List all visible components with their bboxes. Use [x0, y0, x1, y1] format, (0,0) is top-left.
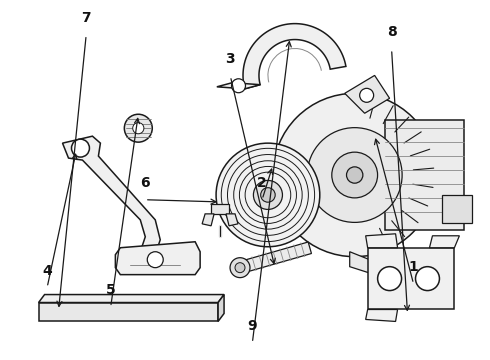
Text: 6: 6 [140, 176, 149, 190]
Circle shape [133, 123, 144, 134]
Circle shape [72, 139, 90, 157]
Circle shape [230, 258, 250, 278]
Circle shape [307, 128, 402, 222]
Polygon shape [39, 294, 224, 302]
Circle shape [360, 88, 374, 102]
Polygon shape [350, 252, 375, 275]
Circle shape [378, 267, 401, 291]
Text: 9: 9 [247, 319, 257, 333]
Circle shape [124, 114, 152, 142]
Polygon shape [366, 310, 397, 321]
Polygon shape [442, 195, 472, 223]
Polygon shape [345, 75, 390, 113]
Text: 8: 8 [387, 25, 396, 39]
Circle shape [273, 93, 437, 257]
Text: 1: 1 [409, 260, 418, 274]
Polygon shape [202, 214, 214, 226]
Text: 3: 3 [225, 52, 235, 66]
Circle shape [346, 167, 363, 183]
Text: 4: 4 [42, 264, 52, 278]
Polygon shape [218, 294, 224, 321]
Polygon shape [238, 242, 312, 273]
Polygon shape [226, 214, 238, 226]
Polygon shape [366, 234, 397, 248]
Polygon shape [368, 248, 454, 310]
Text: 2: 2 [257, 176, 267, 190]
Circle shape [416, 267, 440, 291]
Text: 7: 7 [81, 11, 91, 25]
Circle shape [253, 180, 282, 210]
Polygon shape [211, 204, 229, 214]
Circle shape [261, 188, 275, 202]
Polygon shape [243, 24, 346, 89]
Circle shape [332, 152, 378, 198]
Circle shape [147, 252, 163, 268]
Polygon shape [115, 242, 200, 275]
Circle shape [235, 263, 245, 273]
Text: 5: 5 [106, 283, 116, 297]
Circle shape [232, 79, 245, 93]
Polygon shape [385, 120, 465, 230]
Polygon shape [39, 302, 218, 321]
Polygon shape [63, 136, 160, 258]
Circle shape [216, 143, 320, 247]
Polygon shape [217, 83, 260, 89]
Polygon shape [429, 236, 460, 248]
